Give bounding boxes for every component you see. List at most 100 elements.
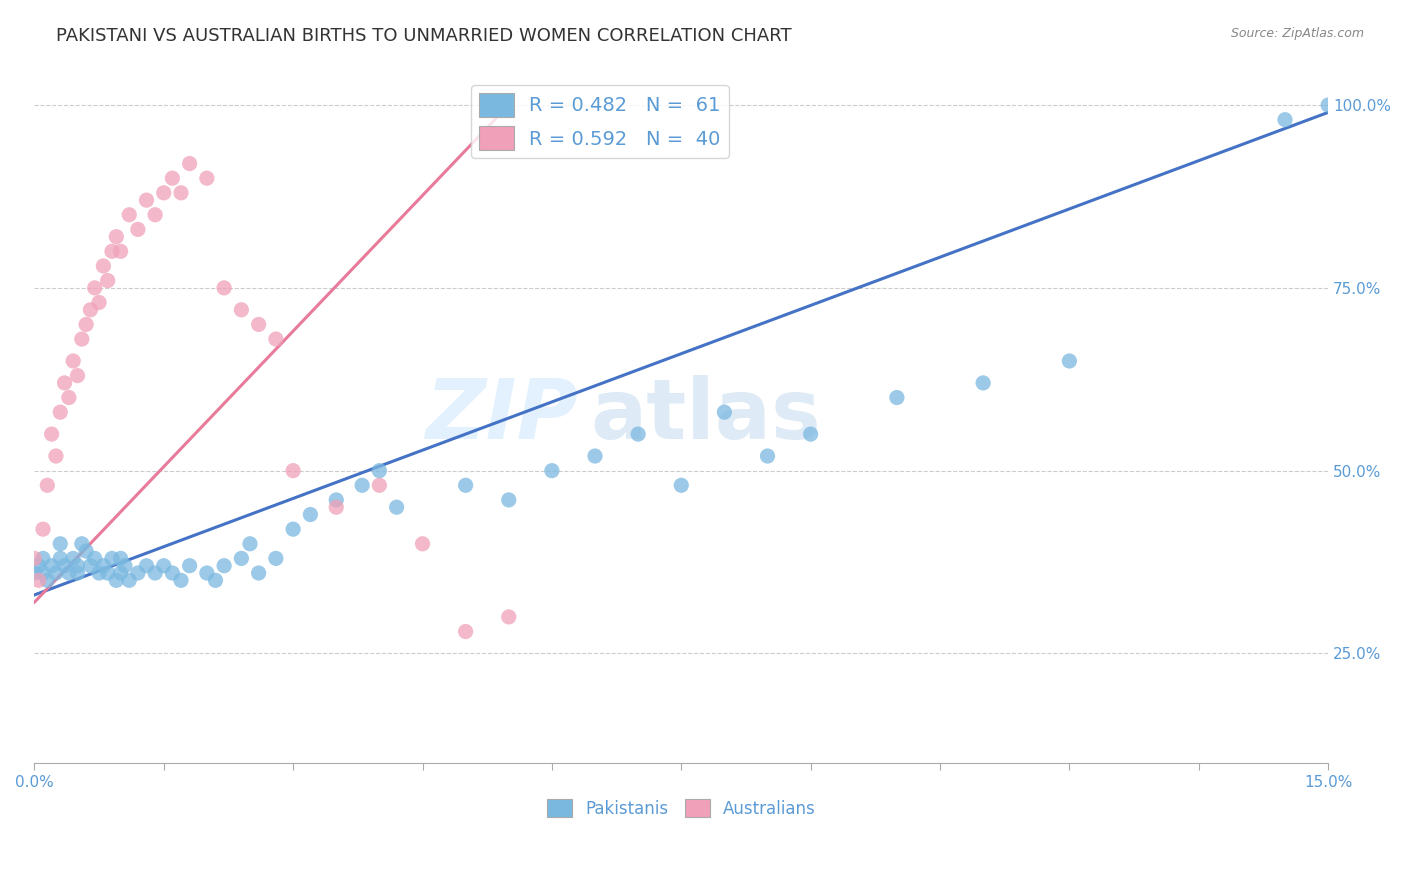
- Point: [800, 427, 823, 442]
- Point: [162, 171, 184, 186]
- Text: atlas: atlas: [591, 376, 821, 457]
- Point: [671, 478, 693, 492]
- Point: [58, 391, 80, 405]
- Point: [368, 464, 391, 478]
- Point: [412, 537, 434, 551]
- Point: [22, 551, 45, 566]
- Point: [212, 558, 235, 573]
- Point: [135, 558, 157, 573]
- Point: [972, 376, 994, 390]
- Point: [114, 558, 136, 573]
- Text: Source: ZipAtlas.com: Source: ZipAtlas.com: [1230, 27, 1364, 40]
- Point: [541, 464, 564, 478]
- Point: [37, 574, 59, 588]
- Point: [756, 449, 779, 463]
- Point: [127, 222, 149, 236]
- Point: [87, 295, 110, 310]
- Point: [70, 332, 93, 346]
- Point: [49, 537, 72, 551]
- Point: [28, 558, 51, 573]
- Point: [454, 478, 477, 492]
- Point: [101, 244, 124, 259]
- Point: [22, 566, 45, 580]
- Point: [110, 551, 132, 566]
- Point: [93, 558, 115, 573]
- Point: [886, 391, 908, 405]
- Point: [325, 500, 347, 515]
- Point: [239, 537, 262, 551]
- Point: [110, 244, 132, 259]
- Point: [143, 566, 166, 580]
- Point: [498, 492, 520, 507]
- Point: [281, 522, 304, 536]
- Point: [299, 508, 322, 522]
- Point: [325, 492, 347, 507]
- Point: [49, 551, 72, 566]
- Point: [45, 449, 67, 463]
- Text: ZIP: ZIP: [425, 376, 578, 457]
- Point: [204, 574, 226, 588]
- Point: [143, 208, 166, 222]
- Point: [1317, 98, 1340, 112]
- Point: [45, 566, 67, 580]
- Point: [231, 551, 253, 566]
- Point: [247, 566, 270, 580]
- Point: [368, 478, 391, 492]
- Point: [170, 574, 193, 588]
- Point: [97, 566, 120, 580]
- Point: [66, 368, 89, 383]
- Point: [101, 551, 124, 566]
- Point: [87, 566, 110, 580]
- Point: [118, 574, 141, 588]
- Point: [83, 551, 105, 566]
- Point: [32, 522, 55, 536]
- Point: [1059, 354, 1081, 368]
- Point: [83, 281, 105, 295]
- Point: [66, 558, 89, 573]
- Point: [281, 464, 304, 478]
- Point: [28, 574, 51, 588]
- Point: [127, 566, 149, 580]
- Point: [179, 558, 201, 573]
- Point: [75, 318, 97, 332]
- Point: [62, 354, 84, 368]
- Point: [37, 478, 59, 492]
- Point: [97, 274, 120, 288]
- Point: [32, 566, 55, 580]
- Point: [58, 566, 80, 580]
- Legend: Pakistanis, Australians: Pakistanis, Australians: [540, 793, 823, 824]
- Point: [93, 259, 115, 273]
- Point: [105, 574, 128, 588]
- Point: [498, 610, 520, 624]
- Point: [170, 186, 193, 200]
- Point: [247, 318, 270, 332]
- Point: [627, 427, 650, 442]
- Point: [62, 551, 84, 566]
- Point: [152, 558, 174, 573]
- Point: [53, 558, 76, 573]
- Point: [385, 500, 408, 515]
- Point: [713, 405, 735, 419]
- Point: [75, 544, 97, 558]
- Point: [105, 229, 128, 244]
- Point: [212, 281, 235, 295]
- Point: [583, 449, 606, 463]
- Point: [41, 558, 63, 573]
- Point: [70, 537, 93, 551]
- Text: PAKISTANI VS AUSTRALIAN BIRTHS TO UNMARRIED WOMEN CORRELATION CHART: PAKISTANI VS AUSTRALIAN BIRTHS TO UNMARR…: [56, 27, 792, 45]
- Point: [179, 156, 201, 170]
- Point: [49, 405, 72, 419]
- Point: [264, 332, 287, 346]
- Point: [162, 566, 184, 580]
- Point: [110, 566, 132, 580]
- Point: [53, 376, 76, 390]
- Point: [195, 171, 218, 186]
- Point: [118, 208, 141, 222]
- Point: [32, 551, 55, 566]
- Point: [195, 566, 218, 580]
- Point: [152, 186, 174, 200]
- Point: [352, 478, 374, 492]
- Point: [1274, 112, 1296, 127]
- Point: [79, 558, 101, 573]
- Point: [231, 302, 253, 317]
